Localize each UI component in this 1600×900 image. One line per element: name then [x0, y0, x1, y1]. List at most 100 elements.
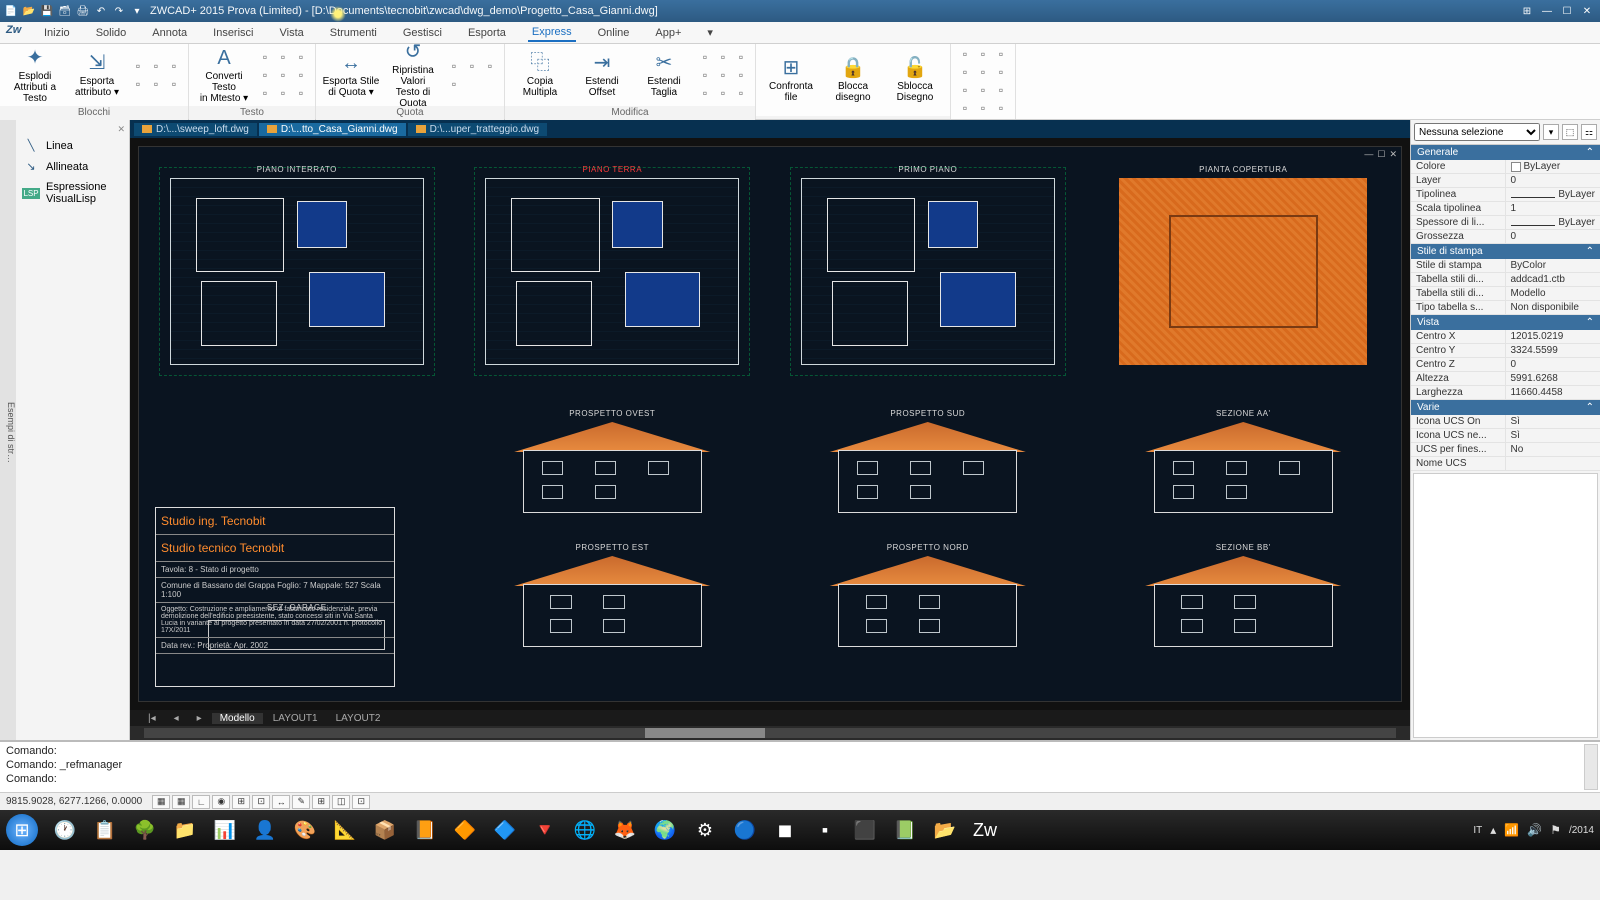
help-icon[interactable]: ⊞ [1518, 4, 1536, 18]
property-group-header[interactable]: Varie⌃ [1411, 400, 1600, 415]
props-pick-icon[interactable]: ⬚ [1562, 124, 1578, 140]
ribbon-mini-icon[interactable]: ▫ [257, 49, 273, 65]
status-toggle-icon[interactable]: ⊡ [352, 795, 370, 809]
ribbon-mini-icon[interactable]: ▫ [975, 64, 991, 80]
tray-network-icon[interactable]: 📶 [1504, 823, 1519, 837]
ribbon-mini-icon[interactable]: ▫ [697, 67, 713, 83]
status-toggle-icon[interactable]: ◉ [212, 795, 230, 809]
ribbon-mini-icon[interactable]: ▫ [993, 100, 1009, 116]
property-group-header[interactable]: Generale⌃ [1411, 145, 1600, 160]
scrollbar-thumb[interactable] [645, 728, 765, 738]
status-toggle-icon[interactable]: ◫ [332, 795, 350, 809]
taskbar-app-icon[interactable]: ⬛ [848, 815, 882, 845]
layout-tab-model[interactable]: Modello [212, 713, 263, 724]
property-value[interactable]: ByLayer [1506, 188, 1600, 201]
ribbon-mini-icon[interactable]: ▫ [464, 58, 480, 74]
taskbar-app-icon[interactable]: 🎨 [288, 815, 322, 845]
ribbon-button[interactable]: ⿻Copia Multipla [511, 46, 569, 104]
ribbon-mini-icon[interactable]: ▫ [733, 67, 749, 83]
selection-dropdown[interactable]: Nessuna selezione [1414, 123, 1540, 141]
status-toggle-icon[interactable]: ✎ [292, 795, 310, 809]
property-value[interactable]: 5991.6268 [1506, 372, 1600, 385]
property-value[interactable]: Non disponibile [1506, 301, 1600, 314]
status-toggle-icon[interactable]: ↔ [272, 795, 290, 809]
layout-nav-prev-icon[interactable]: ◂ [166, 713, 187, 724]
palette-close-icon[interactable]: ✕ [20, 124, 125, 135]
tool-line[interactable]: ╲Linea [20, 135, 125, 156]
start-button[interactable]: ⊞ [6, 814, 38, 846]
property-row[interactable]: Tabella stili di...addcad1.ctb [1411, 273, 1600, 287]
ribbon-mini-icon[interactable]: ▫ [957, 46, 973, 62]
ribbon-mini-icon[interactable]: ▫ [957, 82, 973, 98]
document-tab[interactable]: D:\...\sweep_loft.dwg [134, 123, 257, 136]
tab-express[interactable]: Express [528, 24, 576, 42]
property-row[interactable]: Centro Y3324.5599 [1411, 344, 1600, 358]
ribbon-mini-icon[interactable]: ▫ [715, 67, 731, 83]
ribbon-mini-icon[interactable]: ▫ [715, 85, 731, 101]
ribbon-mini-icon[interactable]: ▫ [697, 49, 713, 65]
ribbon-button[interactable]: 🔒Blocca disegno [824, 51, 882, 109]
ribbon-mini-icon[interactable]: ▫ [975, 82, 991, 98]
ribbon-mini-icon[interactable]: ▫ [257, 67, 273, 83]
taskbar-app-icon[interactable]: 🔶 [448, 815, 482, 845]
status-toggle-icon[interactable]: ▦ [172, 795, 190, 809]
property-value[interactable]: No [1506, 443, 1600, 456]
ribbon-mini-icon[interactable]: ▫ [257, 85, 273, 101]
tab-inizio[interactable]: Inizio [40, 25, 74, 41]
tray-lang[interactable]: IT [1473, 825, 1482, 836]
document-tab[interactable]: D:\...uper_tratteggio.dwg [408, 123, 548, 136]
taskbar-app-icon[interactable]: 🔷 [488, 815, 522, 845]
property-value[interactable]: Sì [1506, 415, 1600, 428]
ribbon-button[interactable]: ✦Esplodi Attributi a Testo [6, 46, 64, 104]
maximize-icon[interactable]: ☐ [1558, 4, 1576, 18]
ribbon-mini-icon[interactable]: ▫ [733, 85, 749, 101]
mdi-max-icon[interactable]: ☐ [1377, 149, 1385, 160]
taskbar-app-icon[interactable]: 📐 [328, 815, 362, 845]
ribbon-mini-icon[interactable]: ▫ [130, 76, 146, 92]
property-row[interactable]: Stile di stampaByColor [1411, 259, 1600, 273]
tray-up-icon[interactable]: ▴ [1490, 823, 1496, 837]
qat-redo-icon[interactable]: ↷ [112, 4, 126, 18]
ribbon-button[interactable]: ↔Esporta Stile di Quota ▾ [322, 46, 380, 104]
status-toggle-icon[interactable]: ∟ [192, 795, 210, 809]
mdi-min-icon[interactable]: — [1364, 149, 1373, 160]
ribbon-button[interactable]: 🔓Sblocca Disegno [886, 51, 944, 109]
taskbar-app-icon[interactable]: 🌐 [568, 815, 602, 845]
taskbar-app-icon[interactable]: 🔻 [528, 815, 562, 845]
layout-nav-first-icon[interactable]: |◂ [140, 713, 164, 724]
ribbon-mini-icon[interactable]: ▫ [975, 100, 991, 116]
taskbar-app-icon[interactable]: 📂 [928, 815, 962, 845]
qat-more-icon[interactable]: ▾ [130, 4, 144, 18]
qat-save-icon[interactable]: 💾 [40, 4, 54, 18]
property-row[interactable]: Altezza5991.6268 [1411, 372, 1600, 386]
tray-volume-icon[interactable]: 🔊 [1527, 823, 1542, 837]
qat-undo-icon[interactable]: ↶ [94, 4, 108, 18]
tab-app[interactable]: App+ [651, 25, 685, 41]
close-icon[interactable]: ✕ [1578, 4, 1596, 18]
property-row[interactable]: TipolineaByLayer [1411, 188, 1600, 202]
property-row[interactable]: Scala tipolinea1 [1411, 202, 1600, 216]
ribbon-mini-icon[interactable]: ▫ [715, 49, 731, 65]
ribbon-mini-icon[interactable]: ▫ [993, 82, 1009, 98]
ribbon-mini-icon[interactable]: ▫ [148, 58, 164, 74]
taskbar-app-icon[interactable]: 📙 [408, 815, 442, 845]
ribbon-button[interactable]: ↺Ripristina Valori Testo di Quota [384, 46, 442, 104]
ribbon-button[interactable]: ⇥Estendi Offset [573, 46, 631, 104]
ribbon-mini-icon[interactable]: ▫ [293, 49, 309, 65]
property-value[interactable]: 0 [1506, 230, 1600, 243]
ribbon-mini-icon[interactable]: ▫ [446, 58, 462, 74]
property-value[interactable]: ByLayer [1506, 160, 1600, 173]
taskbar-app-icon[interactable]: ◼ [768, 815, 802, 845]
property-value[interactable]: 11660.4458 [1506, 386, 1600, 399]
ribbon-button[interactable]: ⊞Confronta file [762, 51, 820, 109]
taskbar-app-icon[interactable]: 🕐 [48, 815, 82, 845]
qat-new-icon[interactable]: 📄 [4, 4, 18, 18]
taskbar-app-icon[interactable]: 📦 [368, 815, 402, 845]
property-row[interactable]: Tabella stili di...Modello [1411, 287, 1600, 301]
property-row[interactable]: UCS per fines...No [1411, 443, 1600, 457]
property-row[interactable]: Icona UCS OnSì [1411, 415, 1600, 429]
ribbon-mini-icon[interactable]: ▫ [957, 64, 973, 80]
minimize-icon[interactable]: — [1538, 4, 1556, 18]
property-row[interactable]: Grossezza0 [1411, 230, 1600, 244]
property-value[interactable]: ByLayer [1506, 216, 1600, 229]
